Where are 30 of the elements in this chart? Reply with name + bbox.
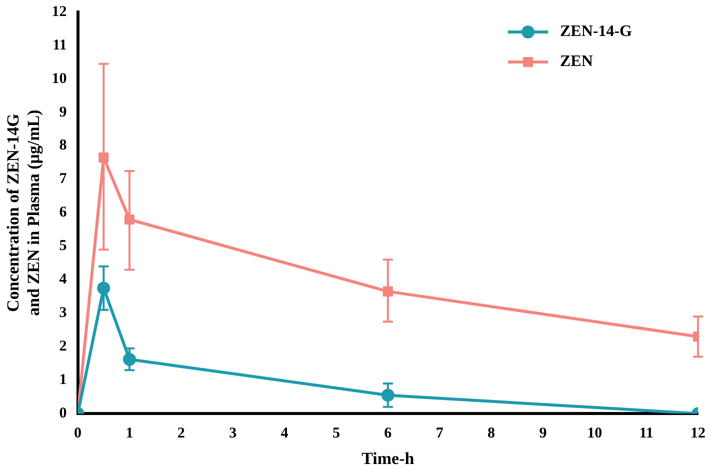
x-tick-label: 4: [280, 425, 289, 442]
y-tick-label: 8: [59, 138, 67, 154]
legend-label: ZEN: [560, 53, 594, 70]
y-tick-label: 3: [59, 305, 67, 322]
x-axis-title: Time-h: [362, 449, 415, 468]
y-tick-label: 0: [59, 405, 67, 422]
x-tick-label: 7: [436, 425, 444, 442]
x-tick-label: 0: [74, 425, 82, 442]
x-tick-label: 6: [384, 425, 392, 442]
y-axis-title: Concentration of ZEN-14G and ZEN in Plasma (μg/mL): [4, 110, 43, 316]
x-tick-label: 1: [126, 425, 134, 442]
x-tick-label: 3: [229, 425, 237, 442]
y-tick-label: 11: [52, 37, 67, 54]
y-tick-label: 5: [59, 238, 67, 254]
x-tick-label: 9: [539, 425, 547, 442]
y-tick-label: 4: [59, 272, 68, 288]
y-tick-label: 1: [59, 372, 67, 388]
y-tick-label: 9: [59, 104, 67, 120]
y-tick-label: 6: [59, 204, 68, 221]
x-tick-label: 11: [639, 425, 654, 442]
y-tick-label: 2: [59, 338, 67, 355]
y-tick-label: 12: [52, 4, 67, 20]
y-tick-label: 10: [52, 70, 67, 87]
x-tick-label: 10: [587, 425, 602, 442]
x-tick-label: 5: [332, 425, 340, 442]
x-tick-label: 2: [177, 425, 185, 442]
x-tick-label: 12: [690, 425, 706, 442]
legend-label: ZEN-14-G: [560, 23, 633, 40]
y-tick-label: 7: [59, 171, 68, 188]
x-tick-label: 8: [488, 425, 496, 442]
